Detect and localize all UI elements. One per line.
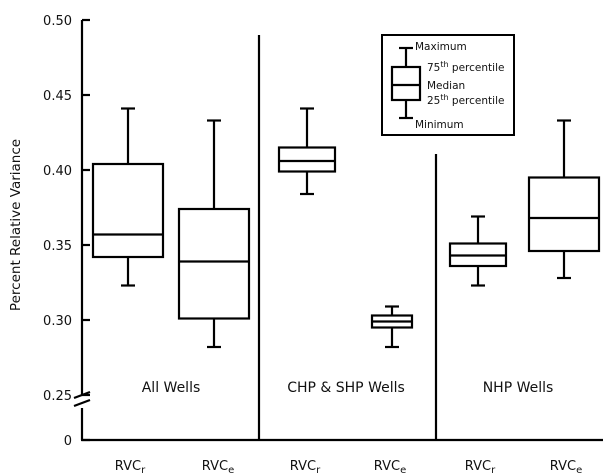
legend: Maximum 75th percentile Median 25th perc… <box>381 34 515 136</box>
group-labels: All Wells CHP & SHP Wells NHP Wells <box>142 380 554 396</box>
legend-minimum: Minimum <box>415 119 464 131</box>
box-plot <box>277 107 337 196</box>
x-category-labels: RVCr RVCe RVCr RVCe RVCr RVCe <box>115 459 582 474</box>
y-tick-label: 0.25 <box>43 389 72 404</box>
legend-frame <box>381 34 515 136</box>
y-tick-label: 0.40 <box>43 164 72 179</box>
x-category-label: RVCe <box>202 459 234 474</box>
group-label: CHP & SHP Wells <box>287 380 405 396</box>
y-tick-labels: 0.50 0.45 0.40 0.35 0.30 0.25 0 <box>43 14 72 449</box>
box-plot <box>527 119 601 280</box>
y-tick-label: 0.30 <box>43 314 72 329</box>
x-category-label: RVCe <box>374 459 406 474</box>
x-category-label: RVCr <box>115 459 146 474</box>
box-plot <box>448 215 508 287</box>
box-plot <box>177 119 251 349</box>
y-tick-label: 0.45 <box>43 89 72 104</box>
y-tick-label: 0.50 <box>43 14 72 29</box>
y-tick-label: 0.35 <box>43 239 72 254</box>
iqr-box <box>527 176 601 253</box>
iqr-box <box>277 146 337 173</box>
legend-box-glyph <box>390 46 422 120</box>
legend-25th: 25th percentile <box>427 93 504 107</box>
group-label: NHP Wells <box>483 380 554 396</box>
y-axis-label: Percent Relative Variance <box>8 139 24 311</box>
x-category-label: RVCe <box>550 459 582 474</box>
legend-maximum: Maximum <box>415 41 467 53</box>
x-category-label: RVCr <box>465 459 496 474</box>
group-label: All Wells <box>142 380 201 396</box>
iqr-box <box>91 162 165 259</box>
group-separators <box>257 35 438 440</box>
iqr-box <box>177 207 251 320</box>
box-plot <box>91 107 165 287</box>
legend-median: Median <box>427 80 465 92</box>
box-series <box>91 107 601 349</box>
legend-75th: 75th percentile <box>427 60 504 74</box>
axes <box>73 20 603 442</box>
y-tick-marks <box>82 18 90 442</box>
box-plot <box>370 305 414 349</box>
y-tick-label: 0 <box>64 434 72 449</box>
x-category-label: RVCr <box>290 459 321 474</box>
